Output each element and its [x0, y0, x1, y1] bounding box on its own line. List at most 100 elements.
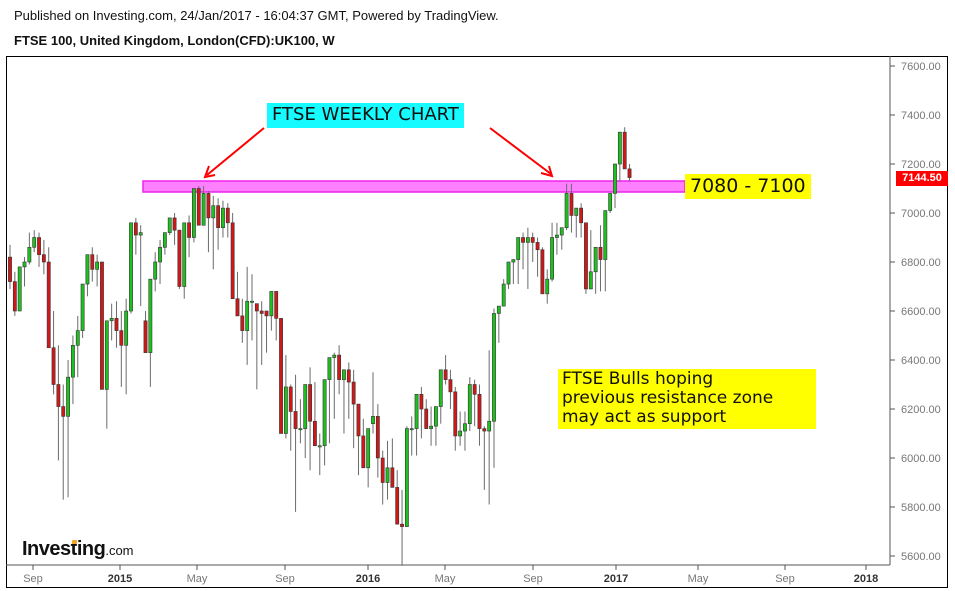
candle	[617, 131, 622, 165]
candle	[511, 259, 516, 263]
candle	[482, 428, 487, 432]
note-line: may act as support	[562, 407, 727, 427]
candle	[114, 318, 119, 331]
candle	[516, 237, 521, 260]
candle	[56, 384, 61, 407]
candle	[555, 234, 559, 238]
candle	[467, 384, 472, 425]
investing-logo: Investing.com	[22, 538, 134, 561]
candle	[95, 261, 100, 270]
candle	[27, 247, 32, 263]
x-tick-label: Sep	[775, 573, 795, 585]
candle	[327, 357, 332, 380]
candle	[8, 256, 12, 282]
resistance-zone	[142, 180, 686, 193]
candle	[361, 435, 366, 469]
candle	[380, 457, 385, 483]
x-tick-label: May	[435, 573, 456, 585]
chart-title-annotation: FTSE WEEKLY CHART	[267, 103, 464, 128]
candle	[153, 261, 158, 280]
x-tick-label: 2015	[108, 573, 132, 585]
candle	[322, 379, 327, 447]
candle	[574, 207, 579, 216]
candle	[332, 354, 337, 358]
note-line: previous resistance zone	[562, 388, 774, 408]
candle	[129, 222, 133, 312]
candle	[564, 193, 569, 228]
candle	[124, 310, 129, 346]
arrowhead-right-icon	[540, 165, 554, 178]
candle	[254, 303, 259, 312]
candle	[250, 300, 254, 303]
candle	[279, 318, 283, 434]
candle	[434, 406, 438, 427]
candle	[424, 408, 429, 429]
x-tick-label: 2018	[854, 573, 878, 585]
candle	[443, 369, 448, 380]
candle	[448, 379, 453, 393]
candle	[409, 428, 414, 431]
logo-brand: Investing	[22, 538, 106, 560]
candle	[143, 320, 148, 353]
candle	[521, 237, 525, 243]
candle	[288, 386, 293, 412]
candle	[259, 310, 264, 314]
candle	[182, 222, 187, 287]
candle	[167, 217, 172, 233]
arrowhead-left-icon	[203, 165, 216, 179]
candle	[622, 131, 627, 170]
x-tick-label: Sep	[523, 573, 543, 585]
candle	[17, 266, 22, 312]
candle	[342, 369, 346, 380]
candle	[506, 261, 511, 285]
candle	[206, 193, 211, 219]
candle	[627, 168, 632, 178]
last-price-tag: 7144.50	[896, 171, 948, 186]
x-tick-label: May	[187, 573, 208, 585]
candle	[32, 237, 37, 248]
chart-frame	[6, 56, 948, 588]
candle	[109, 318, 114, 322]
candle	[458, 430, 463, 437]
y-tick-label: 5600.00	[901, 551, 941, 563]
candle	[429, 425, 433, 429]
candle	[264, 310, 269, 317]
candle	[216, 205, 221, 228]
candle	[46, 261, 51, 349]
logo-suffix: .com	[105, 543, 134, 558]
candle	[550, 237, 554, 280]
x-tick-label: Sep	[23, 573, 43, 585]
candle	[598, 247, 603, 260]
candle	[584, 222, 588, 290]
candle	[337, 354, 342, 380]
candle	[613, 163, 617, 194]
annotation-arrows	[203, 127, 554, 179]
candle	[158, 247, 162, 263]
candle	[559, 227, 564, 236]
candle	[133, 222, 138, 236]
candle	[390, 467, 395, 488]
candle	[366, 428, 371, 469]
y-tick-label: 7600.00	[901, 61, 941, 73]
candle	[119, 330, 124, 346]
x-tick-label: Sep	[275, 573, 295, 585]
published-info: Published on Investing.com, 24/Jan/2017 …	[14, 8, 499, 23]
candle	[80, 283, 85, 331]
candle	[569, 193, 574, 216]
candle	[235, 298, 240, 317]
candle	[187, 222, 191, 238]
candle	[579, 207, 584, 224]
candle	[419, 393, 424, 410]
candle	[545, 278, 550, 295]
candle	[438, 369, 443, 407]
candle	[148, 278, 153, 353]
candle	[593, 247, 598, 273]
candle	[414, 393, 419, 429]
candle	[603, 210, 608, 260]
candle	[303, 384, 308, 429]
candle	[395, 487, 400, 525]
candle	[177, 229, 182, 287]
candle	[308, 384, 312, 422]
symbol-title: FTSE 100, United Kingdom, London(CFD):UK…	[14, 33, 335, 48]
